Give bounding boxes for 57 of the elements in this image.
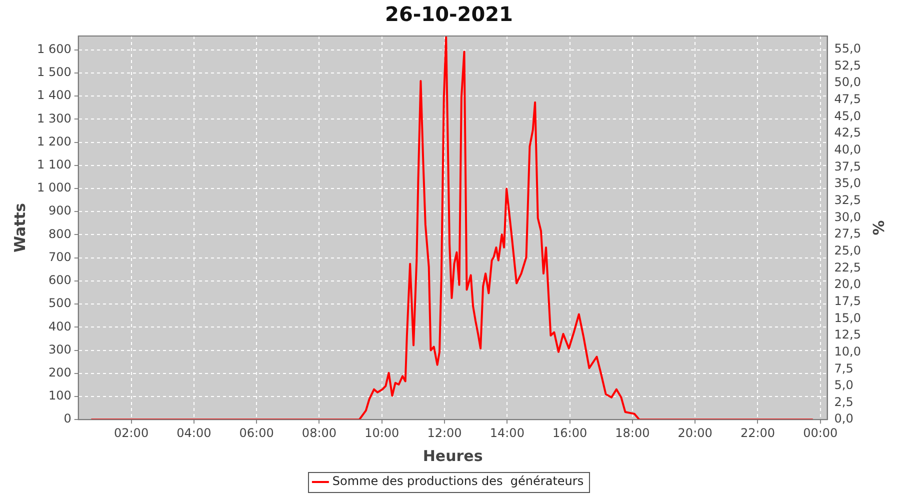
y-tick-label: 400 — [48, 319, 72, 334]
y2-tick-label: 20,0 — [834, 277, 861, 292]
y2-tick-label: 45,0 — [834, 108, 861, 123]
x-axis-title: Heures — [422, 446, 483, 465]
y-tick-label: 900 — [48, 204, 72, 218]
y2-tick-label: 7,5 — [834, 361, 854, 376]
y2-tick-label: 35,0 — [834, 176, 861, 190]
y2-tick-label: 32,5 — [834, 193, 861, 208]
x-tick-label: 18:00 — [615, 426, 650, 440]
y-tick-label: 1 100 — [36, 158, 72, 172]
y-tick-label: 0 — [64, 412, 72, 426]
y2-tick-label: 0,0 — [834, 412, 854, 426]
x-tick-label: 08:00 — [302, 426, 337, 440]
y-tick-label: 1 300 — [36, 111, 72, 126]
y-tick-label: 1 000 — [36, 180, 72, 195]
x-tick-label: 12:00 — [427, 426, 462, 440]
x-tick-label: 22:00 — [740, 426, 776, 440]
y-tick-label: 200 — [48, 366, 72, 380]
y-axis-title: Watts — [10, 203, 29, 253]
y-tick-label: 800 — [48, 226, 72, 241]
chart-title: 26-10-2021 — [385, 2, 513, 26]
y2-tick-label: 17,5 — [834, 294, 861, 308]
y2-tick-label: 15,0 — [834, 310, 861, 325]
y-tick-label: 500 — [48, 296, 72, 310]
x-tick-label: 10:00 — [364, 426, 400, 440]
y-tick-label: 100 — [48, 388, 72, 403]
y2-tick-label: 27,5 — [834, 226, 861, 241]
x-tick-label: 14:00 — [490, 426, 524, 440]
y2-tick-label: 22,5 — [834, 260, 861, 274]
y2-tick-label: 55,0 — [834, 42, 861, 56]
y2-tick-label: 52,5 — [834, 58, 861, 72]
y-tick-label: 1 600 — [36, 42, 72, 56]
x-tick-label: 04:00 — [176, 426, 212, 440]
x-tick-label: 16:00 — [552, 426, 588, 440]
y2-tick-label: 10,0 — [834, 344, 861, 358]
x-tick-label: 20:00 — [678, 426, 712, 440]
y2-tick-label: 42,5 — [834, 126, 861, 140]
y-tick-label: 300 — [48, 342, 72, 356]
y2-tick-label: 37,5 — [834, 159, 861, 174]
y2-tick-label: 40,0 — [834, 142, 861, 157]
y2-tick-label: 47,5 — [834, 92, 861, 106]
y2-tick-label: 25,0 — [834, 243, 861, 258]
x-tick-label: 06:00 — [239, 426, 274, 440]
y-tick-label: 700 — [48, 250, 72, 264]
y-tick-label: 1 400 — [36, 88, 72, 102]
y2-axis-title: % — [869, 220, 888, 236]
y2-tick-label: 2,5 — [834, 394, 854, 409]
x-tick-label: 02:00 — [114, 426, 149, 440]
y2-tick-label: 5,0 — [834, 378, 854, 392]
y2-tick-label: 30,0 — [834, 210, 861, 224]
y-tick-label: 1 200 — [36, 134, 72, 148]
y2-tick-label: 50,0 — [834, 75, 861, 90]
x-tick-label: 00:00 — [803, 426, 838, 440]
y-tick-label: 600 — [48, 273, 72, 288]
y2-tick-label: 12,5 — [834, 328, 861, 342]
legend-label: Somme des productions des générateurs — [332, 474, 584, 488]
y-tick-label: 1 500 — [36, 65, 72, 80]
